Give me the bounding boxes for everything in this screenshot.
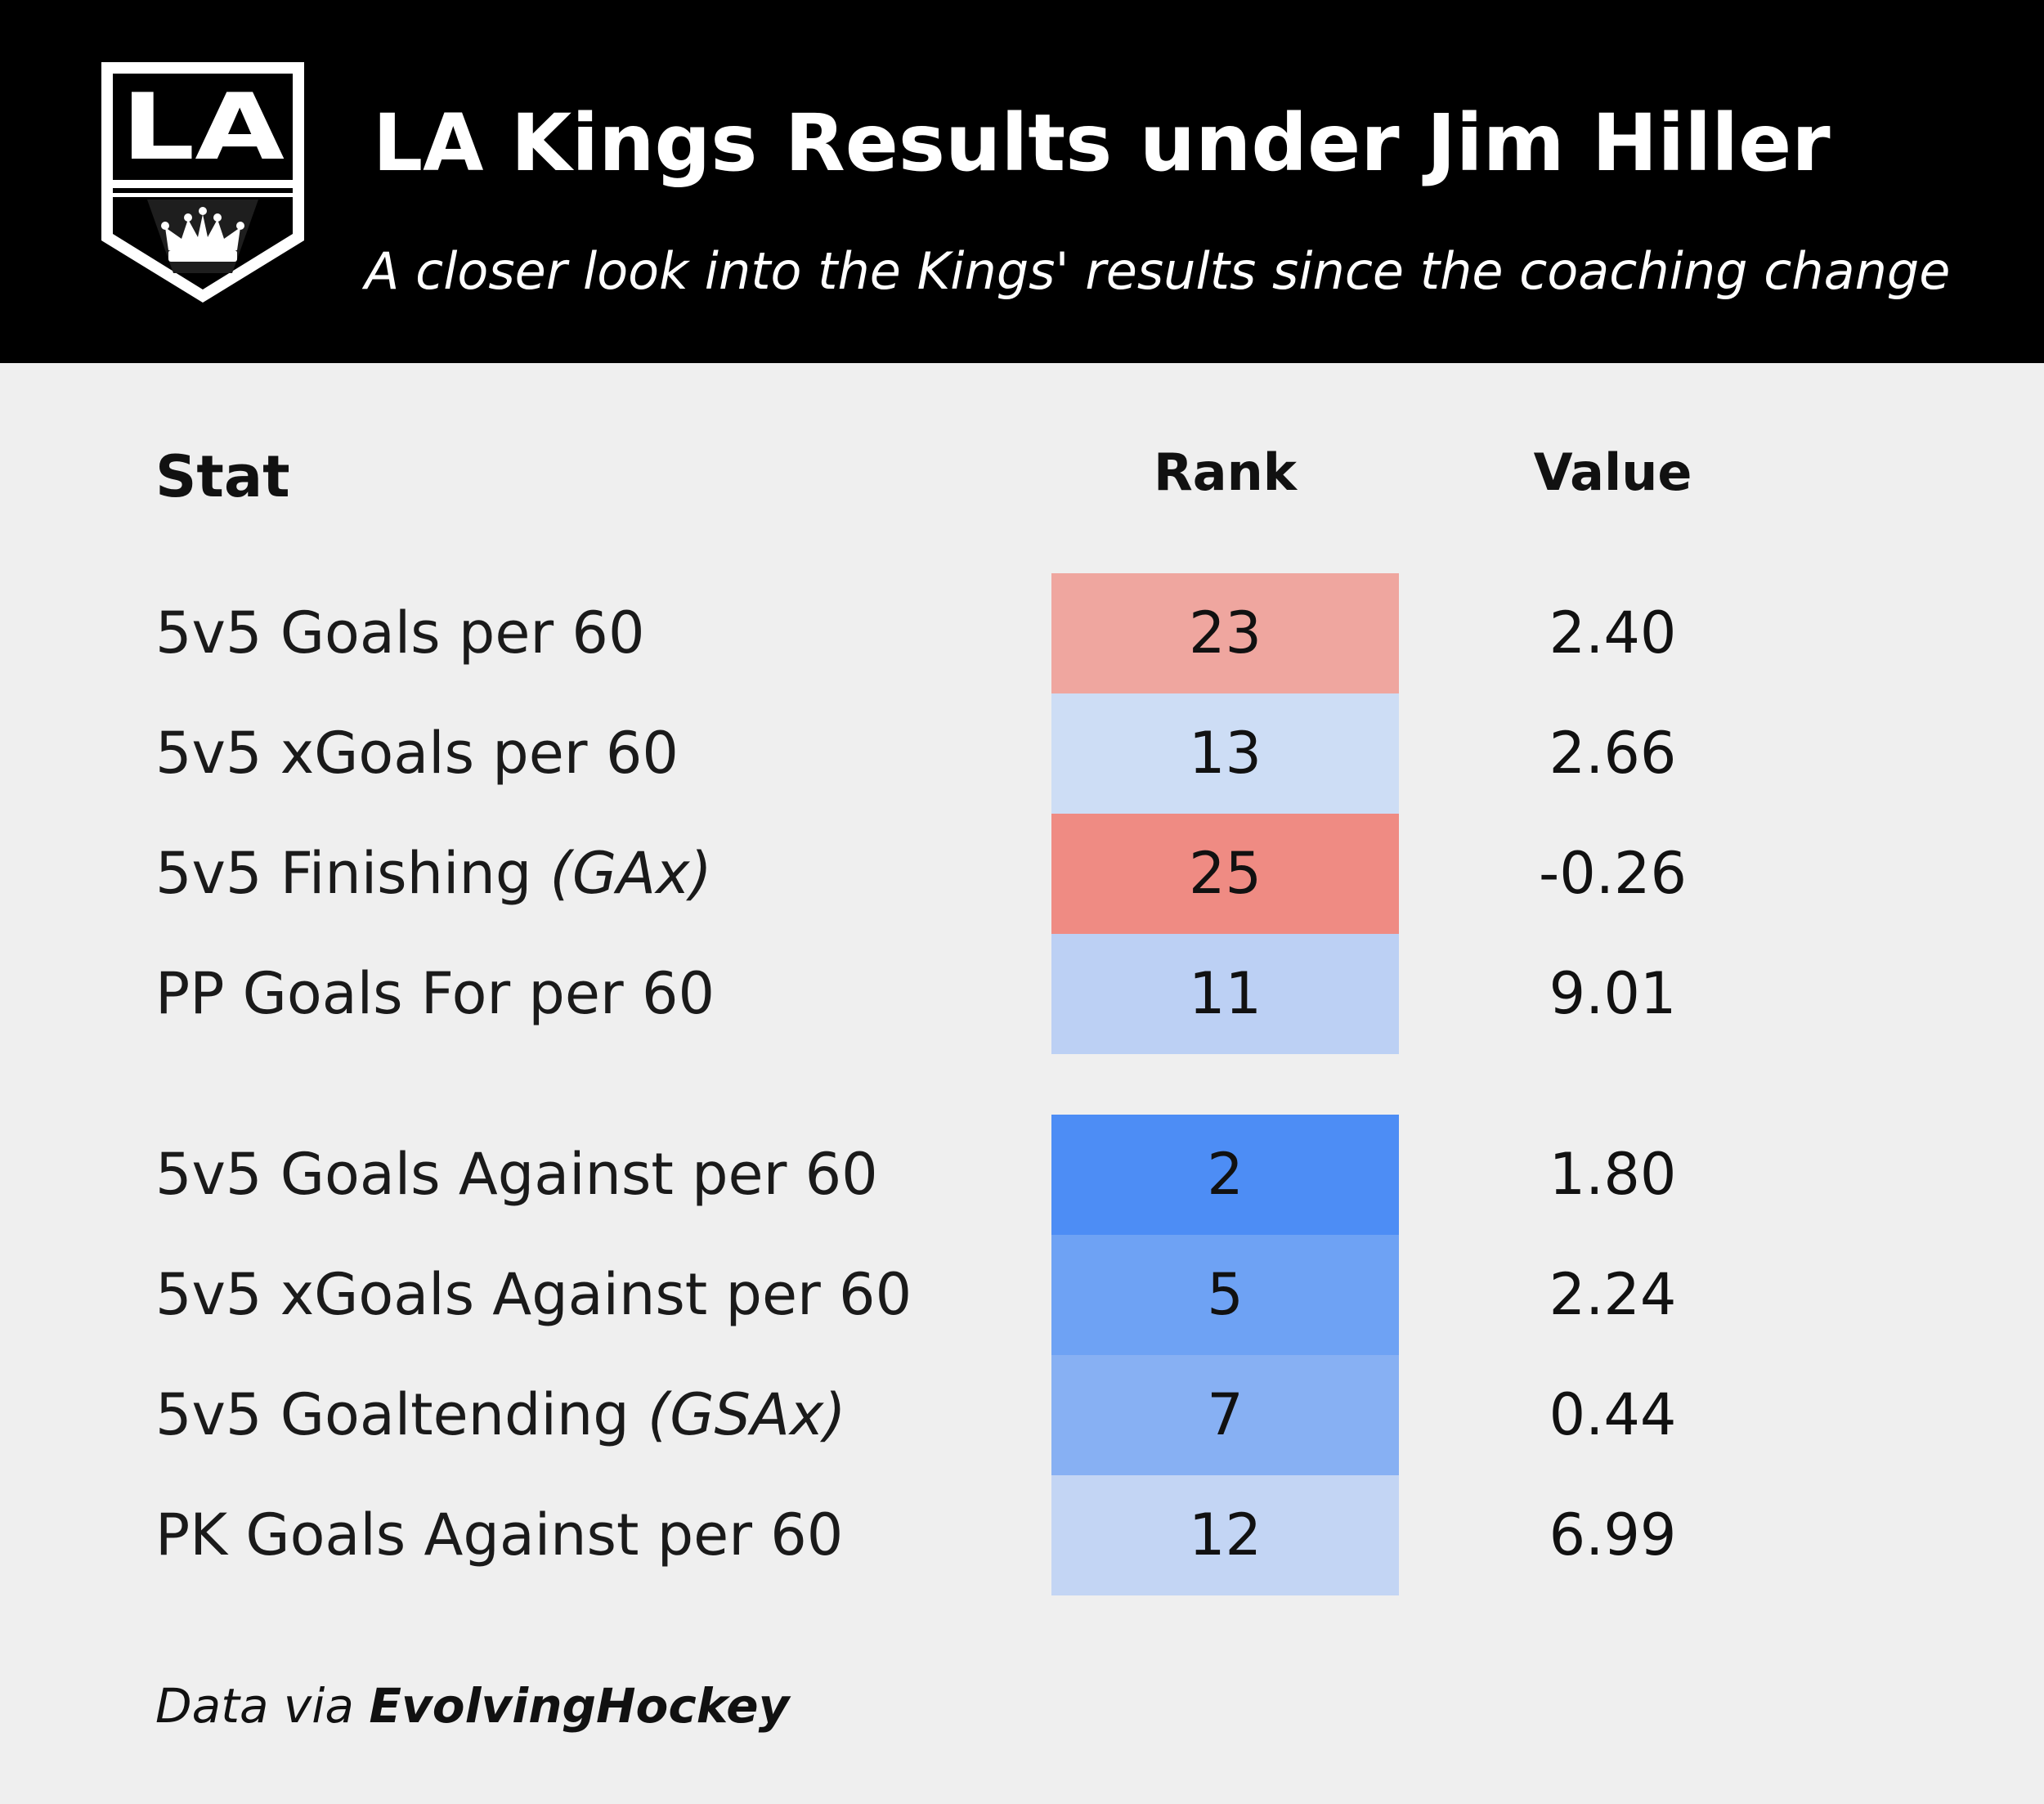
header-banner: LA LA Kings Results under Jim Hiller A c…: [0, 0, 2044, 363]
column-header-rank: Rank: [1154, 442, 1297, 502]
stat-name: 5v5 Finishing (GAx): [155, 814, 712, 934]
chart-title: LA Kings Results under Jim Hiller: [373, 97, 1831, 189]
stat-name-text: 5v5 Finishing: [155, 840, 532, 907]
column-header-stat: Stat: [155, 443, 290, 510]
table-row: 5v5 xGoals per 60 13 2.66: [0, 693, 2044, 814]
stat-note: (GAx): [549, 840, 712, 907]
value-cell: 6.99: [1549, 1501, 1677, 1568]
rank-cell: 12: [1051, 1475, 1399, 1595]
stat-note: (GSAx): [648, 1381, 846, 1448]
source-note: Data via EvolvingHockey: [155, 1673, 789, 1739]
stat-name-text: 5v5 Goals Against per 60: [155, 1141, 878, 1208]
table-row: 5v5 Finishing (GAx) 25 -0.26: [0, 814, 2044, 934]
stat-name: PK Goals Against per 60: [155, 1475, 843, 1595]
stat-name-text: 5v5 Goaltending: [155, 1381, 630, 1448]
table-row: PP Goals For per 60 11 9.01: [0, 934, 2044, 1054]
stat-name-text: 5v5 xGoals Against per 60: [155, 1261, 912, 1328]
table-row: 5v5 xGoals Against per 60 5 2.24: [0, 1235, 2044, 1355]
value-cell: -0.26: [1538, 840, 1688, 907]
rank-cell: 7: [1051, 1355, 1399, 1475]
stat-name: 5v5 xGoals per 60: [155, 693, 679, 814]
column-header-value: Value: [1533, 442, 1692, 502]
table-row: 5v5 Goals Against per 60 2 1.80: [0, 1115, 2044, 1235]
rank-cell: 23: [1051, 573, 1399, 693]
rank-cell: 11: [1051, 934, 1399, 1054]
table-row: PK Goals Against per 60 12 6.99: [0, 1475, 2044, 1595]
stat-name: 5v5 Goals per 60: [155, 573, 645, 693]
stat-name: 5v5 Goaltending (GSAx): [155, 1355, 846, 1475]
crown-mark: [161, 207, 244, 262]
chart-subtitle: A closer look into the Kings' results si…: [365, 241, 1951, 301]
source-prefix: Data via: [155, 1678, 370, 1734]
stat-name: 5v5 Goals Against per 60: [155, 1115, 878, 1235]
rank-cell: 13: [1051, 693, 1399, 814]
table-row: 5v5 Goaltending (GSAx) 7 0.44: [0, 1355, 2044, 1475]
stat-name-text: PK Goals Against per 60: [155, 1501, 844, 1568]
stat-name-text: 5v5 xGoals per 60: [155, 720, 679, 787]
value-cell: 2.66: [1549, 720, 1677, 787]
rank-cell: 2: [1051, 1115, 1399, 1235]
stat-name: 5v5 xGoals Against per 60: [155, 1235, 912, 1355]
stat-name-text: PP Goals For per 60: [155, 960, 715, 1027]
value-cell: 2.24: [1549, 1261, 1677, 1328]
value-cell: 9.01: [1549, 960, 1677, 1027]
stat-name-text: 5v5 Goals per 60: [155, 599, 645, 666]
source-name: EvolvingHockey: [369, 1678, 790, 1734]
stat-name: PP Goals For per 60: [155, 934, 715, 1054]
value-cell: 1.80: [1549, 1141, 1677, 1208]
rank-cell: 5: [1051, 1235, 1399, 1355]
value-cell: 2.40: [1549, 599, 1677, 666]
logo-text: LA: [121, 74, 285, 181]
rank-cell: 25: [1051, 814, 1399, 934]
table-row: 5v5 Goals per 60 23 2.40: [0, 573, 2044, 693]
la-kings-crown-shield-icon: LA: [101, 62, 304, 303]
value-cell: 0.44: [1549, 1381, 1677, 1448]
